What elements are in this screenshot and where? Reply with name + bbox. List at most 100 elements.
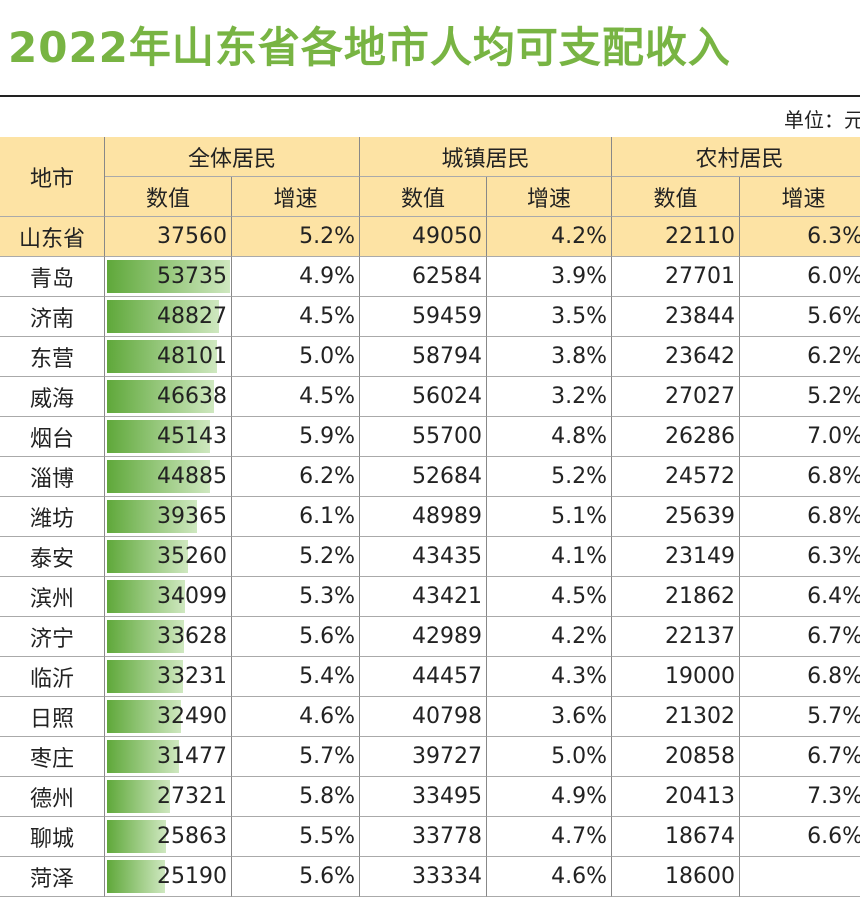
city: 济南 [0, 297, 105, 337]
data-bar [107, 820, 167, 853]
cell-text: 3.6% [551, 704, 607, 729]
cell-text: 27321 [157, 784, 227, 809]
cell-text: 18674 [665, 824, 735, 849]
data-bar [107, 340, 218, 373]
data-cell: 27321 [105, 777, 232, 817]
cell-text: 34099 [157, 584, 227, 609]
data-cell: 33231 [105, 657, 232, 697]
data-cell: 23844 [612, 297, 740, 337]
data-cell: 48101 [105, 337, 232, 377]
data-cell: 5.0% [487, 737, 612, 777]
cell-text: 39727 [412, 744, 482, 769]
cell-text: 6.2% [807, 344, 860, 369]
cell-text: 日照 [29, 706, 74, 732]
data-bar [107, 460, 210, 493]
data-cell: 4.3% [487, 657, 612, 697]
data-cell: 4.1% [487, 537, 612, 577]
cell-text: 5.7% [807, 704, 860, 729]
data-cell: 27027 [612, 377, 740, 417]
cell-text: 25639 [665, 504, 735, 529]
data-cell: 3.2% [487, 377, 612, 417]
cell-text: 6.1% [299, 504, 355, 529]
data-cell: 3.8% [487, 337, 612, 377]
cell-text: 6.4% [807, 584, 860, 609]
cell-text: 数值 [653, 186, 698, 212]
cell-text: 25863 [157, 824, 227, 849]
data-cell: 44457 [360, 657, 487, 697]
data-cell: 62584 [360, 257, 487, 297]
city: 泰安 [0, 537, 105, 577]
cell-text: 6.6% [807, 824, 860, 849]
city: 山东省 [0, 217, 105, 257]
data-cell: 6.8% [740, 457, 860, 497]
data-cell: 34099 [105, 577, 232, 617]
data-cell: 20413 [612, 777, 740, 817]
header-cell: 农村居民 [612, 137, 860, 177]
cell-text: 5.7% [299, 744, 355, 769]
data-cell: 53735 [105, 257, 232, 297]
cell-text: 44457 [412, 664, 482, 689]
cell-text: 5.4% [299, 664, 355, 689]
cell-text: 4.2% [551, 224, 607, 249]
cell-text: 59459 [412, 304, 482, 329]
data-cell: 26286 [612, 417, 740, 457]
data-cell: 5.6% [740, 297, 860, 337]
data-cell: 6.2% [740, 337, 860, 377]
table: 地市 全体居民 城镇居民 农村居民 数值 增速 数值 增速 数值 增速 山东省 37560 5.2% 49… [0, 137, 860, 897]
cell-text: 43435 [412, 544, 482, 569]
cell-text: 5.2% [299, 544, 355, 569]
data-bar [107, 620, 184, 653]
data-cell [740, 857, 860, 897]
data-cell: 5.3% [232, 577, 360, 617]
cell-text: 21302 [665, 704, 735, 729]
data-cell: 6.3% [740, 537, 860, 577]
cell-text: 数值 [400, 186, 445, 212]
cell-text: 农村居民 [695, 146, 784, 172]
cell-text: 5.6% [299, 624, 355, 649]
city: 淄博 [0, 457, 105, 497]
cell-text: 33495 [412, 784, 482, 809]
data-cell: 58794 [360, 337, 487, 377]
city: 潍坊 [0, 497, 105, 537]
cell-text: 48827 [157, 304, 227, 329]
cell-text: 济宁 [29, 626, 74, 652]
data-cell: 22137 [612, 617, 740, 657]
cell-text: 地市 [29, 166, 74, 192]
header-cell: 数值 [105, 177, 232, 217]
data-cell: 6.8% [740, 657, 860, 697]
cell-text: 枣庄 [29, 746, 74, 772]
city: 日照 [0, 697, 105, 737]
cell-text: 青岛 [29, 266, 74, 292]
cell-text: 临沂 [29, 666, 74, 692]
cell-text: 23642 [665, 344, 735, 369]
data-cell: 6.1% [232, 497, 360, 537]
cell-text: 4.6% [551, 864, 607, 889]
data-cell: 33778 [360, 817, 487, 857]
cell-text: 4.1% [551, 544, 607, 569]
data-cell: 27701 [612, 257, 740, 297]
cell-text: 潍坊 [29, 506, 74, 532]
cell-text: 56024 [412, 384, 482, 409]
cell-text: 25190 [157, 864, 227, 889]
cell-text: 6.3% [807, 224, 860, 249]
data-cell: 40798 [360, 697, 487, 737]
cell-text: 33628 [157, 624, 227, 649]
cell-text: 东营 [29, 346, 74, 372]
data-cell: 6.7% [740, 737, 860, 777]
data-cell: 32490 [105, 697, 232, 737]
cell-text: 45143 [157, 424, 227, 449]
data-cell: 4.2% [487, 217, 612, 257]
cell-text: 4.9% [551, 784, 607, 809]
data-cell: 6.3% [740, 217, 860, 257]
data-cell: 5.5% [232, 817, 360, 857]
cell-text: 增速 [781, 186, 826, 212]
data-cell: 5.8% [232, 777, 360, 817]
data-cell: 37560 [105, 217, 232, 257]
data-cell: 5.2% [487, 457, 612, 497]
cell-text: 37560 [157, 224, 227, 249]
cell-text: 39365 [157, 504, 227, 529]
city: 青岛 [0, 257, 105, 297]
data-cell: 21302 [612, 697, 740, 737]
data-cell: 5.1% [487, 497, 612, 537]
cell-text: 19000 [665, 664, 735, 689]
